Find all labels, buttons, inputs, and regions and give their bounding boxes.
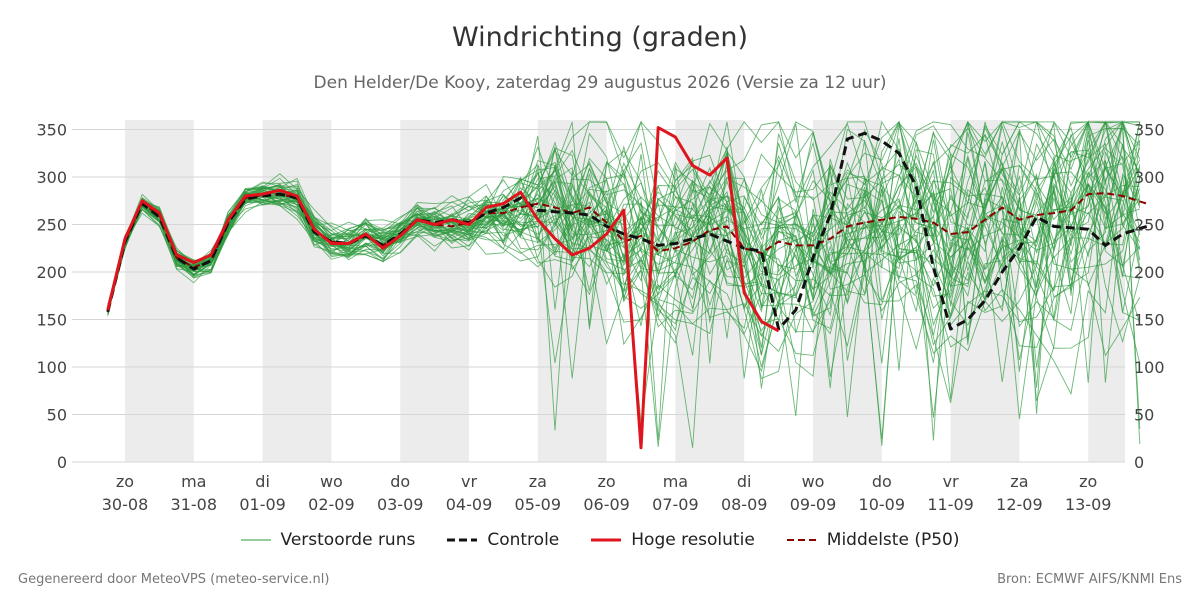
y-tick-label-right: 300 (1134, 168, 1165, 187)
x-tick-day: za (529, 472, 547, 491)
y-tick-label-left: 200 (36, 263, 67, 282)
legend-item-median[interactable]: Middelste (P50) (786, 530, 960, 550)
ensemble-run-line (107, 121, 1141, 396)
chart-subtitle: Den Helder/De Kooy, zaterdag 29 augustus… (313, 73, 887, 93)
y-tick-label-left: 150 (36, 311, 67, 330)
ensemble-run-line (107, 120, 1141, 335)
x-tick-date: 09-09 (790, 495, 837, 514)
y-tick-label-left: 350 (36, 121, 67, 140)
x-tick-date: 13-09 (1065, 495, 1112, 514)
control-swatch-icon (447, 538, 478, 542)
x-tick-day: ma (181, 472, 206, 491)
x-tick-day: ma (663, 472, 688, 491)
control-line (106, 131, 1148, 331)
x-tick-day: di (737, 472, 752, 491)
x-tick-date: 10-09 (859, 495, 906, 514)
x-tick-date: 11-09 (927, 495, 974, 514)
y-tick-label-right: 0 (1134, 453, 1144, 472)
x-tick-day: vr (943, 472, 959, 491)
hires-swatch-icon (591, 538, 622, 542)
footer-credit: Gegenereerd door MeteoVPS (meteo-service… (18, 572, 330, 587)
ensemble-run-line (107, 171, 1141, 355)
weekend-band (262, 120, 332, 462)
x-tick-day: vr (461, 472, 477, 491)
ensemble-run-line (107, 120, 1140, 446)
legend-item-ensemble[interactable]: Verstoorde runs (240, 530, 416, 550)
ensemble-run-line (107, 121, 1141, 311)
ensemble-run-line (107, 120, 1141, 444)
x-tick-date: 02-09 (308, 495, 355, 514)
x-tick-date: 06-09 (583, 495, 630, 514)
x-tick-date: 07-09 (652, 495, 699, 514)
x-tick-day: do (872, 472, 892, 491)
legend-label-hires: Hoge resolutie (631, 530, 755, 550)
legend: Verstoorde runs Controle Hoge resolutie … (0, 530, 1200, 550)
ensemble-run-line (107, 146, 1141, 336)
x-tick-day: za (1010, 472, 1028, 491)
legend-label-ensemble: Verstoorde runs (280, 530, 416, 550)
x-tick-day: wo (802, 472, 825, 491)
axis-labels: 0 0 50 50 100 100 150 150 200 200 250 250 300 300 350 3… (36, 121, 1164, 515)
y-tick-label-left: 300 (36, 168, 67, 187)
legend-item-control[interactable]: Controle (447, 530, 559, 550)
x-tick-day: zo (598, 472, 616, 491)
y-tick-label-right: 100 (1134, 358, 1165, 377)
chart-title: Windrichting (graden) (451, 22, 749, 53)
weekend-band (400, 120, 469, 462)
legend-label-median: Middelste (P50) (826, 530, 960, 550)
x-tick-date: 30-08 (102, 495, 149, 514)
ensemble-run-line (107, 120, 1141, 364)
x-tick-date: 03-09 (377, 495, 424, 514)
ensemble-run-line (107, 121, 1141, 332)
y-tick-label-left: 100 (36, 358, 67, 377)
x-tick-day: di (255, 472, 270, 491)
x-tick-date: 01-09 (239, 495, 286, 514)
x-tick-day: zo (1079, 472, 1097, 491)
main-series (106, 126, 1148, 450)
x-tick-date: 05-09 (515, 495, 562, 514)
x-tick-date: 08-09 (721, 495, 768, 514)
x-tick-day: zo (116, 472, 134, 491)
y-tick-label-left: 0 (57, 453, 67, 472)
median-swatch-icon (786, 539, 817, 541)
y-tick-label-left: 50 (47, 406, 67, 425)
y-tick-label-right: 200 (1134, 263, 1165, 282)
weekend-band (125, 120, 194, 462)
x-tick-date: 31-08 (171, 495, 218, 514)
y-tick-label-left: 250 (36, 216, 67, 235)
ensemble-run-line (107, 127, 1141, 429)
x-tick-date: 12-09 (996, 495, 1043, 514)
ensemble-run-line (107, 129, 1141, 356)
y-tick-label-right: 350 (1134, 121, 1165, 140)
y-tick-label-right: 150 (1134, 311, 1165, 330)
x-tick-date: 04-09 (446, 495, 493, 514)
ensemble-run-line (107, 132, 1141, 348)
ensemble-run-line (107, 166, 1141, 403)
footer-source: Bron: ECMWF AIFS/KNMI Ens (997, 572, 1182, 587)
ensemble-run-line (107, 134, 1140, 333)
x-tick-day: wo (320, 472, 343, 491)
legend-item-hires[interactable]: Hoge resolutie (591, 530, 755, 550)
x-tick-day: do (390, 472, 410, 491)
legend-label-control: Controle (487, 530, 560, 550)
hires-line (106, 126, 780, 450)
ensemble-swatch-icon (240, 539, 271, 541)
y-tick-label-right: 50 (1134, 406, 1154, 425)
y-tick-label-right: 250 (1134, 216, 1165, 235)
